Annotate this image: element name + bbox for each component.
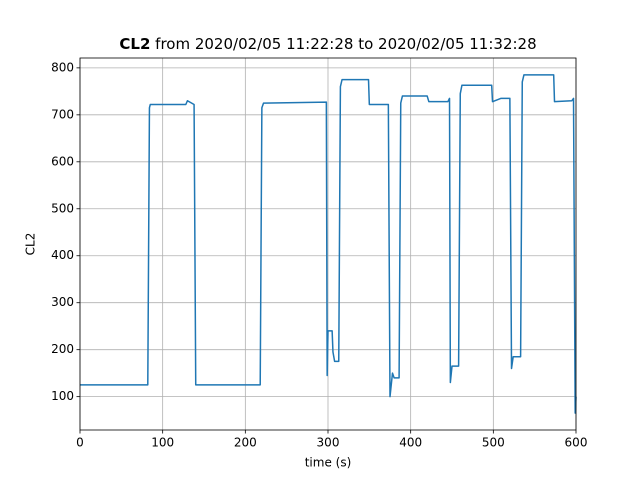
y-tick-label: 500 [51, 201, 74, 215]
x-axis-label: time (s) [305, 456, 352, 470]
x-tick-label: 300 [317, 436, 340, 450]
data-line [80, 74, 577, 414]
grid [79, 58, 577, 430]
x-tick-label: 600 [565, 436, 588, 450]
title-rest: from 2020/02/05 11:22:28 to 2020/02/05 1… [155, 35, 536, 53]
plot [80, 74, 577, 414]
y-tick-label: 600 [51, 154, 74, 168]
y-tick-label: 200 [51, 342, 74, 356]
x-tick-label: 200 [234, 436, 257, 450]
y-tick-label: 300 [51, 295, 74, 309]
y-tick-label: 700 [51, 107, 74, 121]
x-tick-label: 100 [151, 436, 174, 450]
y-axis-label: CL2 [24, 233, 38, 256]
x-tick-label: 0 [76, 436, 84, 450]
y-tick-label: 800 [51, 60, 74, 74]
x-tick-label: 500 [482, 436, 505, 450]
chart-title: CL2 from 2020/02/05 11:22:28 to 2020/02/… [119, 35, 536, 53]
title-bold: CL2 [119, 35, 150, 53]
x-tick-label: 400 [399, 436, 422, 450]
y-tick-label: 400 [51, 248, 74, 262]
y-tick-label: 100 [51, 389, 74, 403]
ticks: 0 100 200 300 400 500 600 100 200 300 400 500 600 700… [51, 60, 587, 449]
